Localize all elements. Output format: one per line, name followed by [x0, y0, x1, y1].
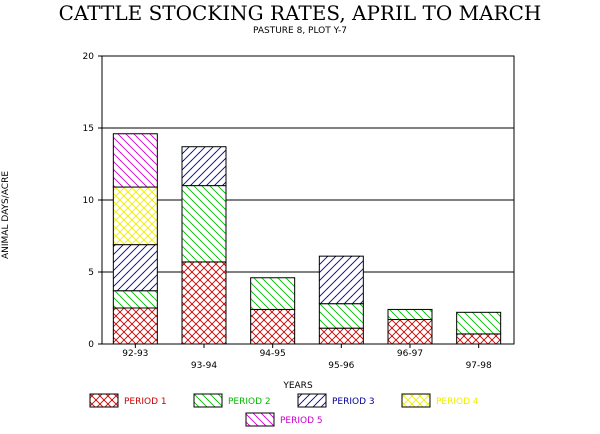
bar-segment	[112, 186, 158, 246]
bar-segment	[318, 255, 364, 305]
legend-swatch	[193, 393, 223, 408]
bar-segment	[112, 133, 158, 188]
legend-label: PERIOD 5	[280, 416, 323, 426]
x-tick-label: 93-94	[191, 361, 217, 371]
chart-title: CATTLE STOCKING RATES, APRIL TO MARCH	[59, 1, 542, 25]
bar-segment	[318, 303, 364, 329]
bar-segment	[456, 311, 502, 335]
grid-lines	[98, 55, 514, 345]
bar-segment	[112, 290, 158, 309]
legend-label: PERIOD 1	[124, 397, 167, 407]
bars	[112, 133, 502, 345]
y-axis-label: ANIMAL DAYS/ACRE	[1, 171, 11, 259]
y-tick-label: 5	[88, 268, 94, 278]
x-tick-label: 94-95	[260, 349, 286, 359]
bar-segment	[112, 244, 158, 292]
bar-segment	[318, 327, 364, 345]
legend-label: PERIOD 2	[228, 397, 271, 407]
y-tick-label: 10	[83, 196, 95, 206]
y-tick-label: 20	[83, 52, 95, 62]
legend-label: PERIOD 4	[436, 397, 479, 407]
legend-swatch	[297, 393, 327, 408]
x-tick-label: 97-98	[466, 361, 492, 371]
x-tick-label: 95-96	[328, 361, 354, 371]
bar-segment	[181, 146, 227, 187]
bar-segment	[387, 308, 433, 321]
y-tick-label: 0	[88, 340, 94, 350]
bar-segment	[181, 261, 227, 345]
legend-swatch	[401, 393, 431, 408]
legend: PERIOD 1 PERIOD 2 PERIOD 3 PERIOD 4 PERIOD 5	[89, 393, 479, 427]
bar-segment	[250, 277, 296, 310]
bar-segment	[250, 308, 296, 345]
bar-segment	[112, 307, 158, 345]
chart-subtitle: PASTURE 8, PLOT Y-7	[253, 26, 347, 36]
x-tick-label: 96-97	[397, 349, 423, 359]
bar-segment	[456, 333, 502, 345]
x-tick-labels: 92-93 93-94 94-95 95-96 96-97 97-98	[122, 344, 492, 371]
y-tick-labels: 0 5 10 15 20	[83, 52, 95, 350]
legend-label: PERIOD 3	[332, 397, 375, 407]
bar-segment	[181, 185, 227, 263]
y-tick-label: 15	[83, 124, 94, 134]
x-axis-label: YEARS	[282, 381, 313, 391]
legend-swatch	[245, 412, 275, 427]
bar-segment	[387, 319, 433, 345]
plot-frame	[101, 55, 515, 345]
x-tick-label: 92-93	[122, 349, 148, 359]
legend-swatch	[89, 393, 119, 408]
